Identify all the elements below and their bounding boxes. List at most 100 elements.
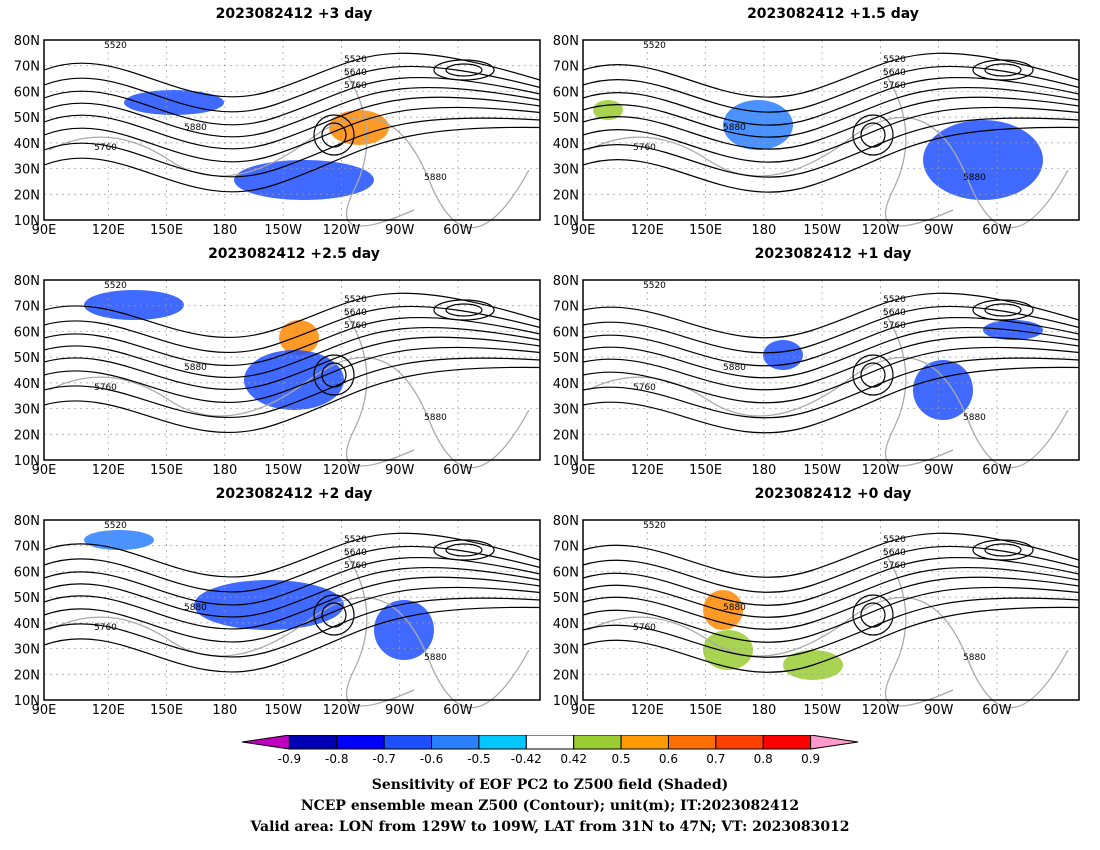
lon-label: 120E [631,463,664,478]
lat-label: 80N [14,274,40,289]
lat-label: 10N [553,694,579,709]
coastline [882,309,954,467]
map-panel-3: 5520 5520 5640 5760 5880 5760 5880 80N 70N 60N 50N… [14,274,541,478]
z500-contour [321,602,347,628]
contour-label: 5760 [883,81,906,91]
lon-label: 150W [803,223,841,238]
contour-label: 5880 [424,413,447,423]
z500-contour [43,336,541,391]
sensitivity-shading [244,350,344,410]
contour-label: 5640 [344,308,367,318]
colorbar-tick-label: -0.7 [372,752,396,766]
lat-label: 30N [553,163,579,178]
panel-title-1: 2023082412 +3 day [215,6,373,22]
lat-label: 50N [553,591,579,606]
z500-contour [43,76,541,126]
lon-label: 90E [32,463,57,478]
lon-label: 90W [385,463,415,478]
lon-label: 90E [571,463,596,478]
coastline [587,116,1069,229]
lon-label: 150W [264,223,302,238]
contour-label: 5880 [184,363,207,373]
contour-label: 5520 [883,295,906,305]
colorbar-tick-label: 0.5 [611,752,631,766]
sensitivity-shading [279,320,319,355]
z500-contour [582,292,1080,339]
colorbar-cell [431,735,480,750]
contour-label: 5520 [643,521,666,531]
z500-contour [321,362,347,388]
footer-line-3: Valid area: LON from 129W to 109W, LAT f… [250,819,850,835]
map-frame [582,39,1080,221]
lat-label: 70N [553,60,579,75]
sensitivity-shading [234,160,374,200]
z500-contour [582,357,1080,419]
z500-contour [582,106,1080,163]
map-frame [43,519,541,701]
contour-label: 5880 [963,653,986,663]
lat-label: 50N [14,591,40,606]
lon-label: 60W [982,223,1012,238]
z500-contour [984,63,1022,77]
lat-label: 40N [14,137,40,152]
sensitivity-shading [913,360,973,420]
z500-contour [43,597,541,658]
contour-label: 5760 [344,561,367,571]
z500-contour [43,357,541,419]
contour-label: 5520 [883,55,906,65]
lon-label: 60W [443,703,473,718]
lon-label: 90W [924,223,954,238]
contour-label: 5760 [633,383,656,393]
contour-label: 5520 [104,521,127,531]
z500-contour [972,299,1034,321]
lon-label: 90E [32,223,57,238]
lon-label: 120W [323,223,361,238]
lat-label: 70N [553,300,579,315]
lon-label: 150W [803,463,841,478]
contour-label: 5880 [424,173,447,183]
z500-contour [582,96,1080,150]
z500-contour [43,567,541,618]
z500-contour [313,594,355,636]
colorbar-tick-label: 0.9 [801,752,821,766]
lat-label: 80N [553,34,579,49]
z500-contour [582,65,1080,113]
sensitivity-shading [194,580,344,630]
lon-label: 120E [92,703,125,718]
lat-label: 40N [553,137,579,152]
z500-contour [972,59,1034,81]
lon-label: 90E [571,223,596,238]
colorbar-cell [762,735,812,750]
z500-contour [582,346,1080,404]
contour-label: 5880 [723,363,746,373]
lat-label: 10N [553,214,579,229]
lat-label: 70N [14,60,40,75]
contour-label: 5640 [883,68,906,78]
lon-label: 180 [751,703,776,718]
panel-title-5: 2023082412 +2 day [215,486,373,502]
z500-contour [43,126,541,193]
colorbar-tick-label: 0.6 [658,752,678,766]
lat-label: 70N [14,540,40,555]
colorbar-tick-label: -0.42 [510,752,542,766]
z500-contour [43,556,541,606]
z500-contour [43,327,541,379]
contour-label: 5520 [344,535,367,545]
contour-label: 5520 [104,41,127,51]
lat-label: 60N [14,85,40,100]
lon-label: 150E [150,703,183,718]
sensitivity-shading [374,600,434,660]
contour-label: 5520 [883,535,906,545]
colorbar-cell [715,735,764,750]
lat-label: 50N [14,351,40,366]
lat-label: 80N [14,34,40,49]
lon-label: 120W [862,703,900,718]
lon-label: 60W [443,463,473,478]
z500-contour [984,543,1022,557]
contour-label: 5640 [344,548,367,558]
lon-label: 90E [32,703,57,718]
contour-label: 5760 [633,623,656,633]
sensitivity-shading [763,340,803,370]
contour-label: 5760 [883,321,906,331]
